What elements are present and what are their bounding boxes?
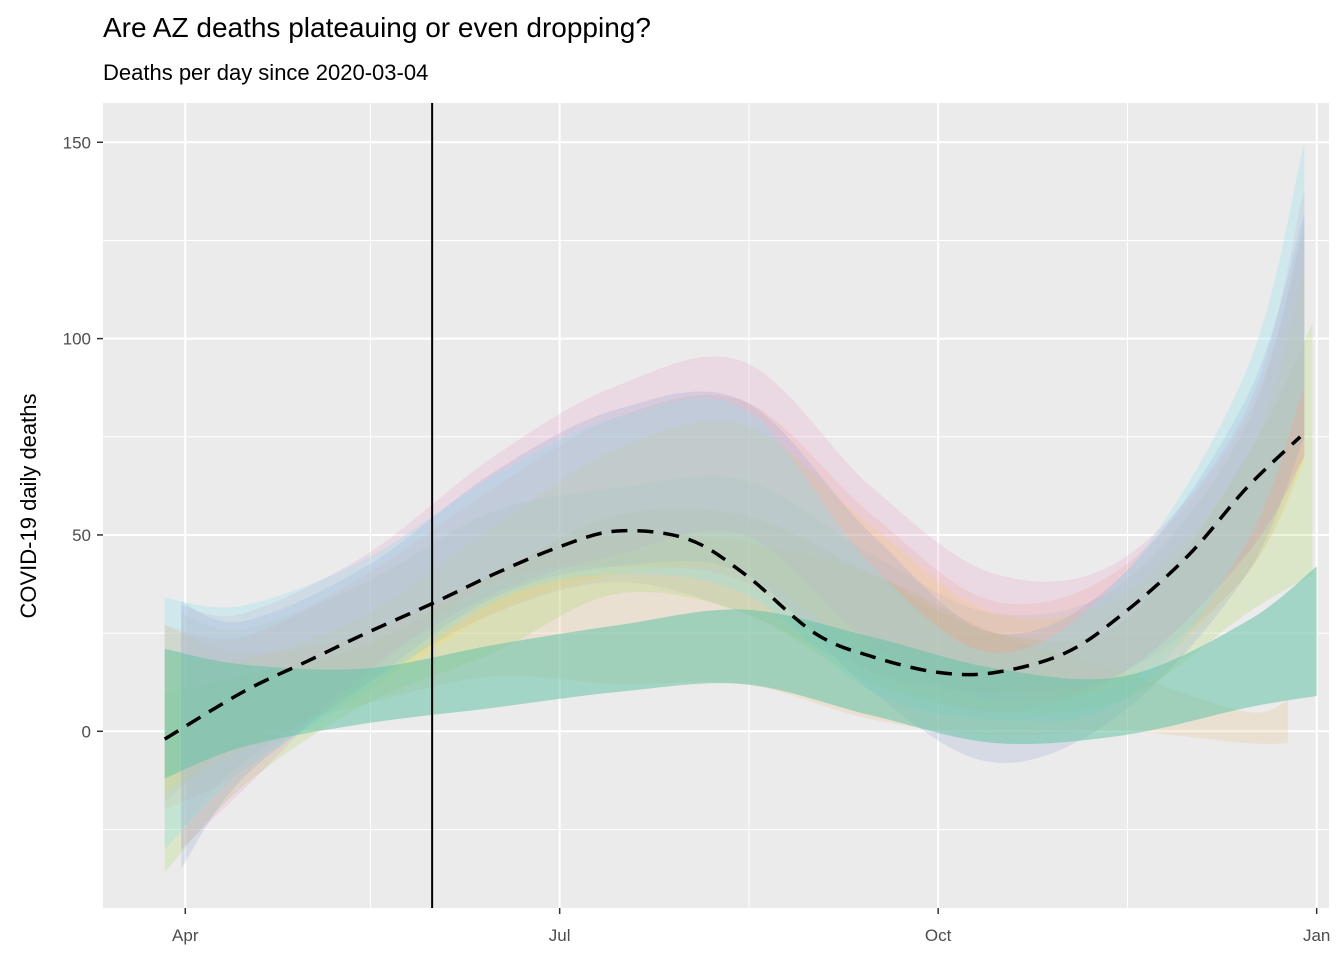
series-layer — [163, 435, 1302, 741]
series-line-1 — [163, 435, 1302, 741]
confidence-band-9 — [164, 566, 1317, 779]
x-axis: Apr Jul Oct Jan — [172, 908, 1330, 945]
confidence-band-2 — [164, 322, 1313, 873]
chart-title: Are AZ deaths plateauing or even droppin… — [103, 12, 651, 43]
y-axis: 0 50 100 150 — [63, 133, 103, 741]
x-tick-label: Jan — [1303, 926, 1330, 945]
y-tick-label: 0 — [82, 722, 91, 741]
x-tick-label: Oct — [925, 926, 952, 945]
plot-panel — [103, 103, 1329, 908]
y-tick-label: 50 — [72, 526, 91, 545]
confidence-band-3 — [164, 228, 1305, 810]
grid-minor — [103, 103, 1329, 908]
x-tick-label: Jul — [549, 926, 571, 945]
confidence-band-4 — [164, 267, 1305, 791]
x-tick-label: Apr — [172, 926, 199, 945]
chart-subtitle: Deaths per day since 2020-03-04 — [103, 60, 429, 85]
y-axis-title: COVID-19 daily deaths — [16, 394, 41, 619]
y-tick-label: 100 — [63, 330, 91, 349]
confidence-bands — [164, 142, 1317, 873]
y-tick-label: 150 — [63, 133, 91, 152]
